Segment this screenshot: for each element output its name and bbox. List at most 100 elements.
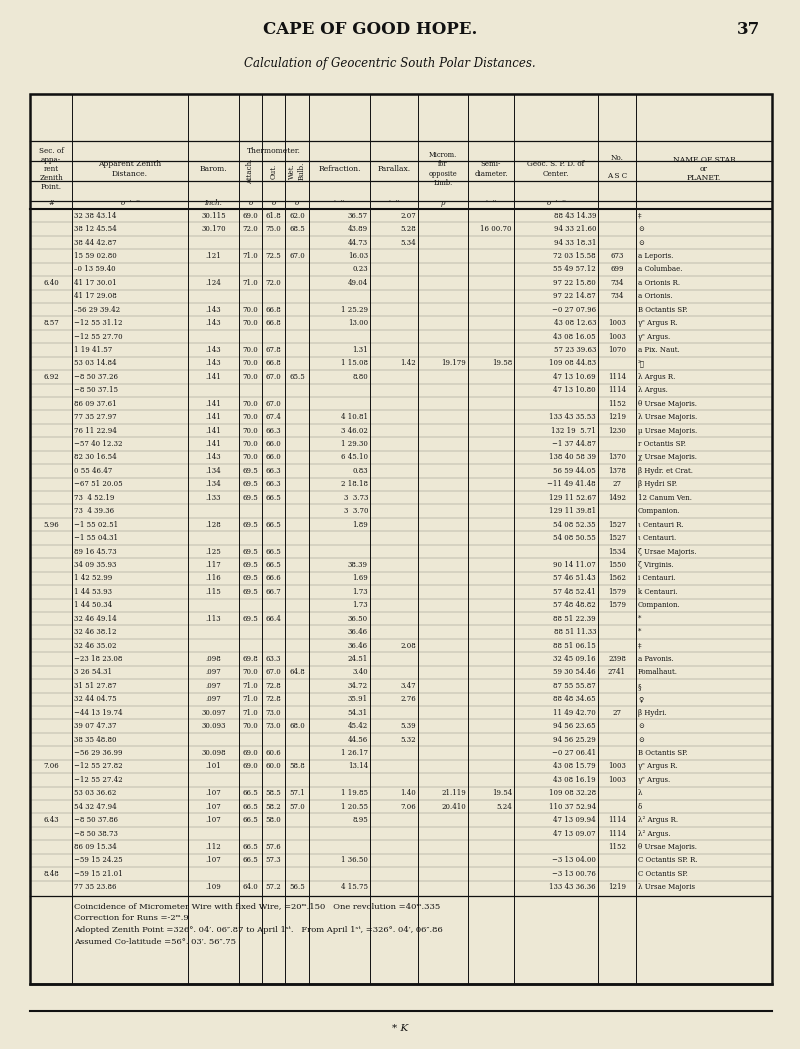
Text: .121: .121 — [206, 252, 222, 260]
Text: 1.73: 1.73 — [352, 587, 368, 596]
Text: 2.07: 2.07 — [400, 212, 416, 219]
Text: 45.42: 45.42 — [348, 722, 368, 730]
Text: .112: .112 — [206, 843, 222, 851]
Text: 2 18.18: 2 18.18 — [341, 480, 368, 489]
Text: 62.0: 62.0 — [289, 212, 305, 219]
Text: 71.0: 71.0 — [242, 279, 258, 286]
Text: 72 03 15.58: 72 03 15.58 — [554, 252, 596, 260]
Text: 38 12 45.54: 38 12 45.54 — [74, 226, 117, 233]
Text: –0 13 59.40: –0 13 59.40 — [74, 265, 116, 274]
Text: 6 45.10: 6 45.10 — [341, 453, 368, 462]
Text: ‡: ‡ — [638, 642, 642, 649]
Text: 36.57: 36.57 — [348, 212, 368, 219]
Text: 2398: 2398 — [608, 655, 626, 663]
Text: −12 55 27.42: −12 55 27.42 — [74, 776, 122, 784]
Text: 54 08 52.35: 54 08 52.35 — [554, 520, 596, 529]
Text: 68.0: 68.0 — [289, 722, 305, 730]
Text: 69.0: 69.0 — [242, 212, 258, 219]
Text: 19.179: 19.179 — [442, 360, 466, 367]
Text: 1 19.85: 1 19.85 — [341, 789, 368, 797]
Text: 0 55 46.47: 0 55 46.47 — [74, 467, 112, 475]
Text: 56.5: 56.5 — [289, 883, 305, 892]
Text: 38 35 48.80: 38 35 48.80 — [74, 735, 117, 744]
Text: .141: .141 — [206, 413, 222, 422]
Text: −12 55 27.70: −12 55 27.70 — [74, 333, 122, 341]
Text: 32 38 43.14: 32 38 43.14 — [74, 212, 116, 219]
Text: 20.410: 20.410 — [442, 802, 466, 811]
Text: 37: 37 — [736, 21, 760, 38]
Text: 57.3: 57.3 — [266, 856, 282, 864]
Text: 57.6: 57.6 — [266, 843, 282, 851]
Text: −57 40 12.32: −57 40 12.32 — [74, 440, 122, 448]
Text: θ Ursae Majoris.: θ Ursae Majoris. — [638, 400, 697, 408]
Text: 88 51 22.39: 88 51 22.39 — [554, 615, 596, 623]
Text: .141: .141 — [206, 372, 222, 381]
Text: 5.32: 5.32 — [400, 735, 416, 744]
Text: o  '  '': o ' '' — [121, 199, 139, 207]
Text: .107: .107 — [206, 816, 222, 825]
Text: λ: λ — [638, 789, 642, 797]
Text: 38.39: 38.39 — [348, 561, 368, 569]
Text: 1070: 1070 — [608, 346, 626, 354]
Text: 1.69: 1.69 — [352, 575, 368, 582]
Text: 1527: 1527 — [608, 534, 626, 542]
Text: 6.92: 6.92 — [43, 372, 59, 381]
Text: 66.5: 66.5 — [242, 789, 258, 797]
Text: 109 08 32.28: 109 08 32.28 — [549, 789, 596, 797]
Text: '  '': ' '' — [389, 199, 399, 207]
Text: 69.0: 69.0 — [242, 749, 258, 757]
Text: .141: .141 — [206, 440, 222, 448]
Text: 66.6: 66.6 — [266, 575, 282, 582]
Text: 53 03 14.84: 53 03 14.84 — [74, 360, 117, 367]
Text: 57.2: 57.2 — [266, 883, 282, 892]
Text: Barom.: Barom. — [200, 165, 227, 173]
Text: *: * — [638, 615, 642, 623]
Text: 71.0: 71.0 — [242, 709, 258, 716]
Text: 94 33 21.60: 94 33 21.60 — [554, 226, 596, 233]
Text: 88 48 34.65: 88 48 34.65 — [554, 695, 596, 703]
Text: C Octantis SP. R.: C Octantis SP. R. — [638, 856, 698, 864]
Text: .141: .141 — [206, 400, 222, 408]
Text: 69.5: 69.5 — [242, 548, 258, 556]
Text: 47 13 09.07: 47 13 09.07 — [554, 830, 596, 837]
Text: .134: .134 — [206, 480, 222, 489]
Text: 69.5: 69.5 — [242, 587, 258, 596]
Text: 16.03: 16.03 — [348, 252, 368, 260]
Text: λ² Argus.: λ² Argus. — [638, 830, 670, 837]
Text: 65.5: 65.5 — [289, 372, 305, 381]
Text: .115: .115 — [206, 587, 222, 596]
Text: 89 16 45.73: 89 16 45.73 — [74, 548, 117, 556]
Text: 8.57: 8.57 — [43, 319, 59, 327]
Text: 3 46.02: 3 46.02 — [341, 427, 368, 434]
Text: 73.0: 73.0 — [266, 722, 282, 730]
Text: 66.5: 66.5 — [266, 520, 282, 529]
Text: 69.5: 69.5 — [242, 480, 258, 489]
Text: 1 29.30: 1 29.30 — [341, 440, 368, 448]
Text: 73  4 39.36: 73 4 39.36 — [74, 508, 114, 515]
Text: δ: δ — [638, 802, 642, 811]
Text: 1.89: 1.89 — [352, 520, 368, 529]
Text: μ Ursae Majoris.: μ Ursae Majoris. — [638, 427, 698, 434]
Text: 4 15.75: 4 15.75 — [341, 883, 368, 892]
Text: 97 22 14.87: 97 22 14.87 — [554, 293, 596, 300]
Text: .124: .124 — [206, 279, 222, 286]
Text: 16 00.70: 16 00.70 — [481, 226, 512, 233]
Text: 94 33 18.31: 94 33 18.31 — [554, 238, 596, 247]
Text: 31 51 27.87: 31 51 27.87 — [74, 682, 117, 690]
Text: 2741: 2741 — [608, 668, 626, 677]
Text: 1 42 52.99: 1 42 52.99 — [74, 575, 112, 582]
Text: 66.5: 66.5 — [266, 494, 282, 501]
Text: 94 56 23.65: 94 56 23.65 — [554, 722, 596, 730]
Text: 70.0: 70.0 — [242, 305, 258, 314]
Text: .143: .143 — [206, 346, 222, 354]
Text: .107: .107 — [206, 802, 222, 811]
Text: 1152: 1152 — [608, 400, 626, 408]
Text: 76 11 22.94: 76 11 22.94 — [74, 427, 117, 434]
Text: .141: .141 — [206, 427, 222, 434]
Text: 5.96: 5.96 — [43, 520, 59, 529]
Text: 66.3: 66.3 — [266, 467, 282, 475]
Text: a Pavonis.: a Pavonis. — [638, 655, 674, 663]
Text: θ Ursae Majoris.: θ Ursae Majoris. — [638, 843, 697, 851]
Text: 1 26.17: 1 26.17 — [341, 749, 368, 757]
Text: Thermometer.: Thermometer. — [247, 147, 301, 155]
